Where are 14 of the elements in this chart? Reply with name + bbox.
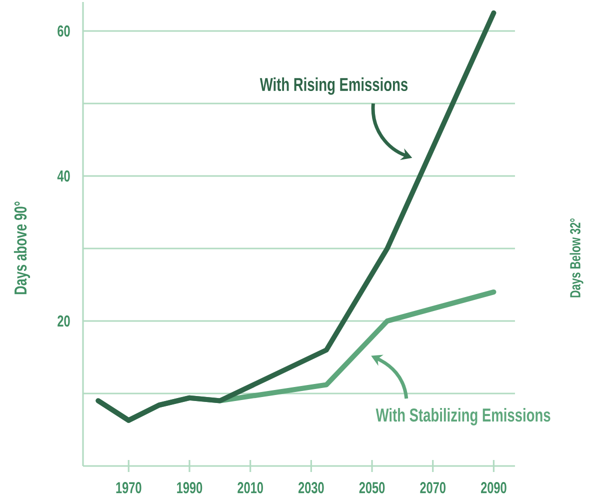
x-tick-label: 1990: [177, 482, 202, 494]
y-tick-label: 20: [58, 315, 70, 327]
text: Days Below 32°: [570, 218, 584, 298]
x-tick-label: 2030: [298, 482, 324, 494]
y-tick-label: 40: [57, 170, 70, 182]
x-tick-label: 2010: [238, 482, 263, 494]
x-tick-label: 2070: [420, 482, 446, 494]
x-tick-label: 2090: [481, 482, 506, 494]
text: With Rising Emissions: [260, 77, 408, 95]
y-axis-title: Days above 90°: [14, 202, 30, 294]
y-tick-label: 60: [58, 25, 70, 37]
x-tick-label: 2050: [359, 482, 385, 494]
legend-label: With Stabilizing Emissions: [376, 408, 550, 426]
x-tick-label: 1970: [116, 482, 142, 494]
